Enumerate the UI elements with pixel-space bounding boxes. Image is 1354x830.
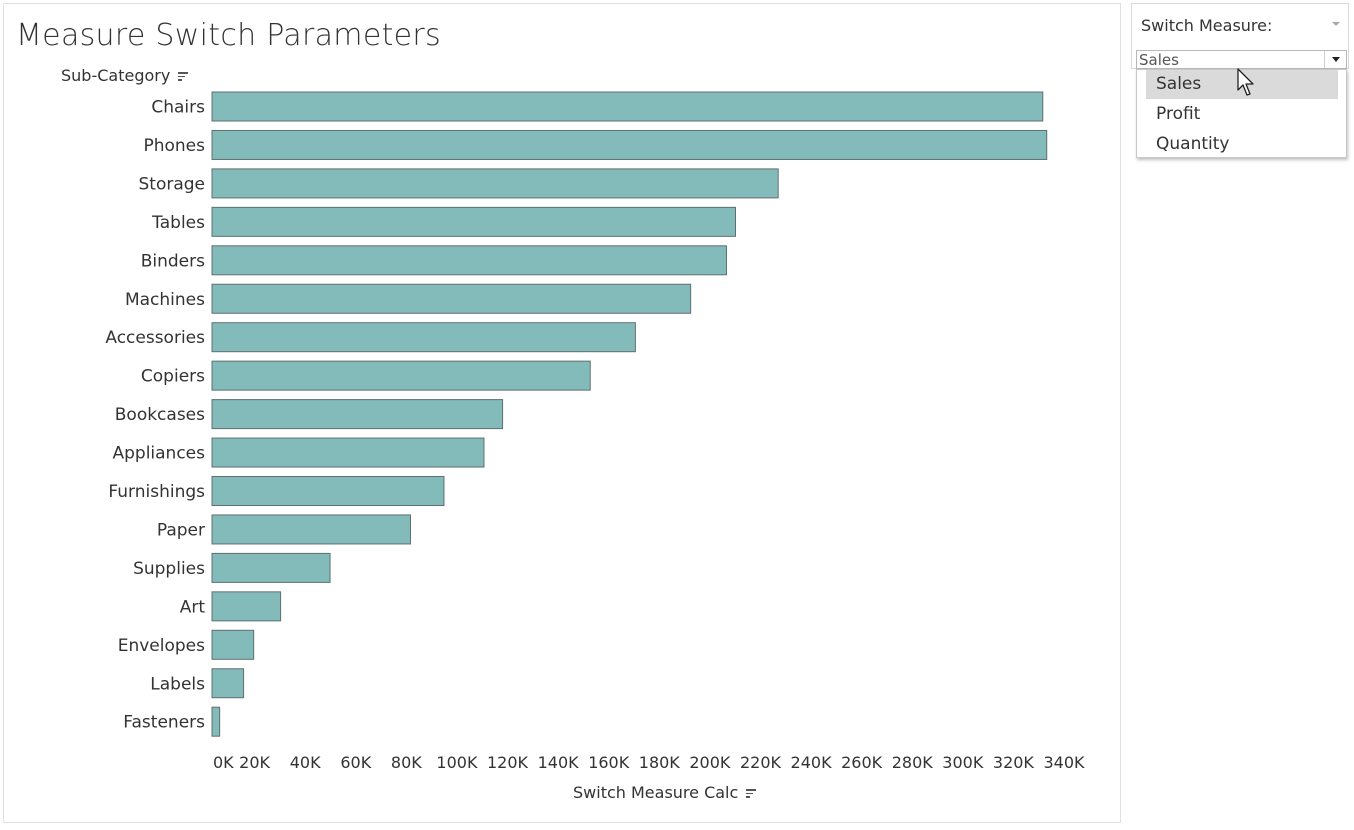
x-tick-label: 220K (740, 753, 782, 772)
category-label[interactable]: Envelopes (118, 636, 205, 656)
x-tick-label: 0K (213, 753, 234, 772)
parameter-control: Switch Measure: Sales (1131, 3, 1349, 69)
bar[interactable] (211, 591, 282, 622)
x-tick-label: 80K (391, 753, 422, 772)
dropdown-option-quantity[interactable]: Quantity (1156, 134, 1230, 154)
x-tick-label: 160K (588, 753, 630, 772)
x-axis-title-label: Switch Measure Calc (573, 783, 739, 802)
bar[interactable] (211, 552, 331, 583)
category-label[interactable]: Paper (157, 520, 205, 540)
category-label[interactable]: Fasteners (123, 713, 205, 733)
bar[interactable] (211, 91, 1044, 122)
category-label[interactable]: Bookcases (115, 405, 205, 425)
x-tick-label: 60K (340, 753, 371, 772)
x-tick-label: 300K (942, 753, 984, 772)
category-label[interactable]: Accessories (105, 328, 205, 348)
x-tick-label: 340K (1043, 753, 1085, 772)
bar[interactable] (211, 360, 591, 391)
x-tick-label: 280K (892, 753, 934, 772)
x-tick-label: 200K (689, 753, 731, 772)
rows-header[interactable]: Sub-Category (61, 66, 189, 85)
category-label[interactable]: Phones (143, 136, 205, 156)
bar[interactable] (211, 245, 728, 276)
x-tick-label: 180K (639, 753, 681, 772)
category-label[interactable]: Appliances (112, 444, 205, 464)
x-tick-label: 40K (290, 753, 321, 772)
chevron-down-icon[interactable] (1324, 51, 1346, 68)
category-label[interactable]: Labels (150, 674, 205, 694)
bar[interactable] (211, 437, 485, 468)
bar[interactable] (211, 514, 412, 545)
dropdown-option-profit[interactable]: Profit (1156, 104, 1201, 124)
parameter-selected-value: Sales (1139, 51, 1179, 69)
bar[interactable] (211, 476, 445, 506)
category-label[interactable]: Art (180, 597, 206, 617)
bar[interactable] (211, 399, 504, 430)
category-label[interactable]: Chairs (151, 98, 205, 118)
bar[interactable] (211, 129, 1048, 160)
x-tick-label: 120K (487, 753, 529, 772)
category-label[interactable]: Copiers (141, 367, 205, 387)
mouse-cursor-icon (1237, 68, 1254, 96)
parameter-select[interactable]: Sales (1136, 50, 1347, 69)
sort-icon[interactable] (178, 72, 189, 81)
bar[interactable] (211, 283, 692, 314)
category-label[interactable]: Binders (141, 251, 205, 271)
sort-icon[interactable] (746, 789, 757, 798)
rows-header-label: Sub-Category (61, 66, 171, 85)
x-tick-label: 140K (538, 753, 580, 772)
parameter-title: Switch Measure: (1141, 16, 1273, 35)
page-title: Measure Switch Parameters (16, 18, 441, 53)
x-axis-title[interactable]: Switch Measure Calc (573, 783, 757, 802)
bar[interactable] (211, 706, 221, 737)
bar[interactable] (211, 668, 245, 699)
x-tick-label: 20K (239, 753, 270, 772)
category-label[interactable]: Furnishings (108, 482, 205, 502)
x-tick-label: 320K (993, 753, 1035, 772)
x-tick-label: 240K (791, 753, 833, 772)
category-label[interactable]: Supplies (133, 559, 205, 579)
bar[interactable] (211, 168, 779, 199)
bar-chart: Chairs Phones Storage Tables Binders Machines… (105, 91, 1085, 772)
category-label[interactable]: Tables (151, 213, 205, 233)
category-label[interactable]: Machines (125, 290, 205, 310)
bar[interactable] (211, 206, 737, 237)
bar[interactable] (211, 322, 636, 353)
parameter-menu-arrow-icon[interactable] (1332, 22, 1340, 26)
category-label[interactable]: Storage (138, 174, 205, 194)
x-tick-label: 260K (841, 753, 883, 772)
bar[interactable] (211, 629, 255, 660)
x-tick-label: 100K (436, 753, 478, 772)
